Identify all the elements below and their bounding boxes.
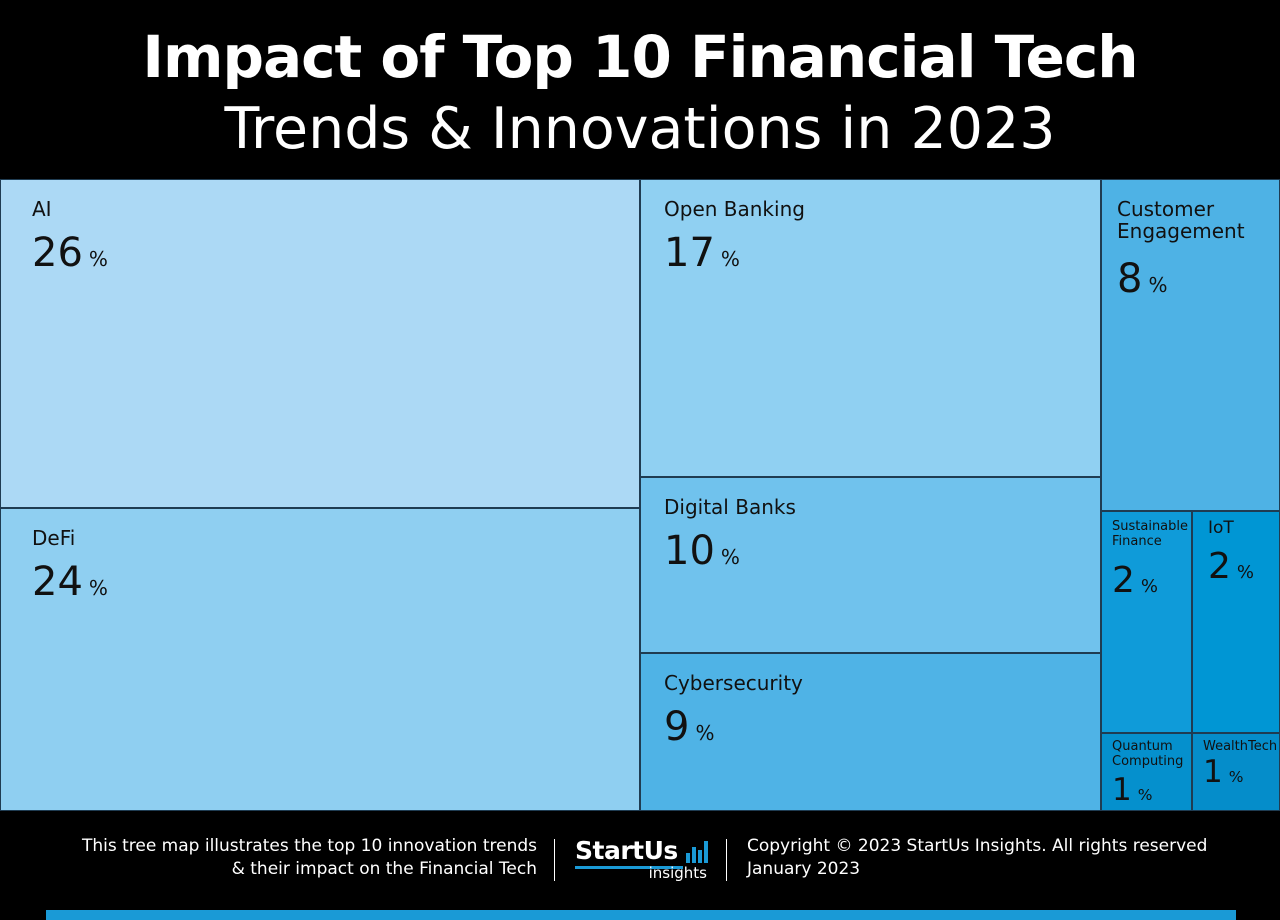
tile-label: DeFi	[32, 526, 76, 550]
tile-value-unit: %	[695, 721, 715, 745]
tile-value: 26%	[32, 230, 108, 276]
tile-value-number: 10	[664, 528, 715, 574]
tile-value: 2%	[1208, 546, 1254, 587]
chart-header: Impact of Top 10 Financial Tech Trends &…	[0, 0, 1280, 179]
publish-date: January 2023	[747, 859, 861, 879]
chart-title: Impact of Top 10 Financial Tech	[142, 23, 1138, 91]
footer-divider-left	[554, 839, 555, 881]
tile-value: 24%	[32, 559, 108, 605]
treemap-tile-digital-banks: Digital Banks 10%	[640, 477, 1101, 653]
tile-value: 10%	[664, 528, 740, 574]
tile-label: Digital Banks	[664, 495, 796, 519]
copyright-text: Copyright © 2023 StartUs Insights. All r…	[747, 836, 1208, 856]
tile-value-unit: %	[1228, 768, 1244, 786]
tile-value-number: 2	[1208, 546, 1231, 587]
tile-label: WealthTech	[1203, 739, 1278, 754]
tile-value: 17%	[664, 230, 740, 276]
treemap-chart: AI 26% DeFi 24% Open Banking 17% Digital Banks…	[0, 179, 1280, 811]
tile-label: Quantum Computing	[1112, 739, 1184, 769]
tile-label: AI	[32, 197, 52, 221]
tile-value-unit: %	[1236, 562, 1255, 583]
tile-label: Customer Engagement	[1117, 197, 1245, 244]
tile-value-unit: %	[1140, 576, 1159, 597]
treemap-tile-open-banking: Open Banking 17%	[640, 179, 1101, 477]
tile-value-unit: %	[720, 545, 740, 569]
treemap-tile-wealthtech: WealthTech 1%	[1192, 733, 1280, 811]
treemap-tile-ai: AI 26%	[0, 179, 640, 508]
tile-value-unit: %	[1148, 273, 1168, 297]
tile-value: 1%	[1203, 754, 1243, 790]
tile-value: 1%	[1112, 772, 1152, 808]
tile-value-unit: %	[720, 247, 740, 271]
treemap-tile-quantum-computing: Quantum Computing 1%	[1101, 733, 1192, 811]
tile-value: 9%	[664, 704, 714, 750]
tile-value-number: 24	[32, 559, 83, 605]
footer-divider-right	[726, 839, 727, 881]
treemap-tile-customer-engagement: Customer Engagement 8%	[1101, 179, 1280, 511]
tile-value-unit: %	[88, 247, 108, 271]
logo-subtitle: insights	[648, 864, 707, 882]
tile-label: Sustainable Finance	[1112, 519, 1189, 549]
footer-description: This tree map illustrates the top 10 inn…	[17, 835, 537, 881]
tile-value-number: 8	[1117, 256, 1143, 302]
tile-value-number: 1	[1203, 754, 1223, 790]
footer-description-line-1: This tree map illustrates the top 10 inn…	[81, 836, 537, 856]
treemap-tile-cybersecurity: Cybersecurity 9%	[640, 653, 1101, 811]
footer-description-line-2: & their impact on the Financial Tech	[231, 859, 537, 879]
tile-value-number: 9	[664, 704, 690, 750]
treemap-tile-iot: IoT 2%	[1192, 511, 1280, 733]
tile-value-number: 2	[1112, 560, 1135, 601]
tile-value-number: 17	[664, 230, 715, 276]
tile-label: Open Banking	[664, 197, 805, 221]
tile-value-number: 26	[32, 230, 83, 276]
tile-value: 2%	[1112, 560, 1158, 601]
logo-underline	[575, 866, 683, 869]
tile-value-unit: %	[88, 576, 108, 600]
treemap-tile-sustainable-finance: Sustainable Finance 2%	[1101, 511, 1192, 733]
tile-value: 8%	[1117, 256, 1167, 302]
tile-value-number: 1	[1112, 772, 1132, 808]
bottom-accent-bar	[46, 910, 1236, 920]
tile-label: IoT	[1208, 518, 1234, 538]
chart-subtitle: Trends & Innovations in 2023	[224, 96, 1056, 162]
treemap-tile-defi: DeFi 24%	[0, 508, 640, 811]
tile-value-unit: %	[1137, 786, 1153, 804]
footer-copyright-block: Copyright © 2023 StartUs Insights. All r…	[747, 835, 1267, 881]
tile-label: Cybersecurity	[664, 671, 803, 695]
logo-name: StartUs	[575, 836, 678, 865]
startus-insights-logo: StartUs insights	[573, 836, 713, 884]
bar-chart-icon	[686, 841, 710, 863]
